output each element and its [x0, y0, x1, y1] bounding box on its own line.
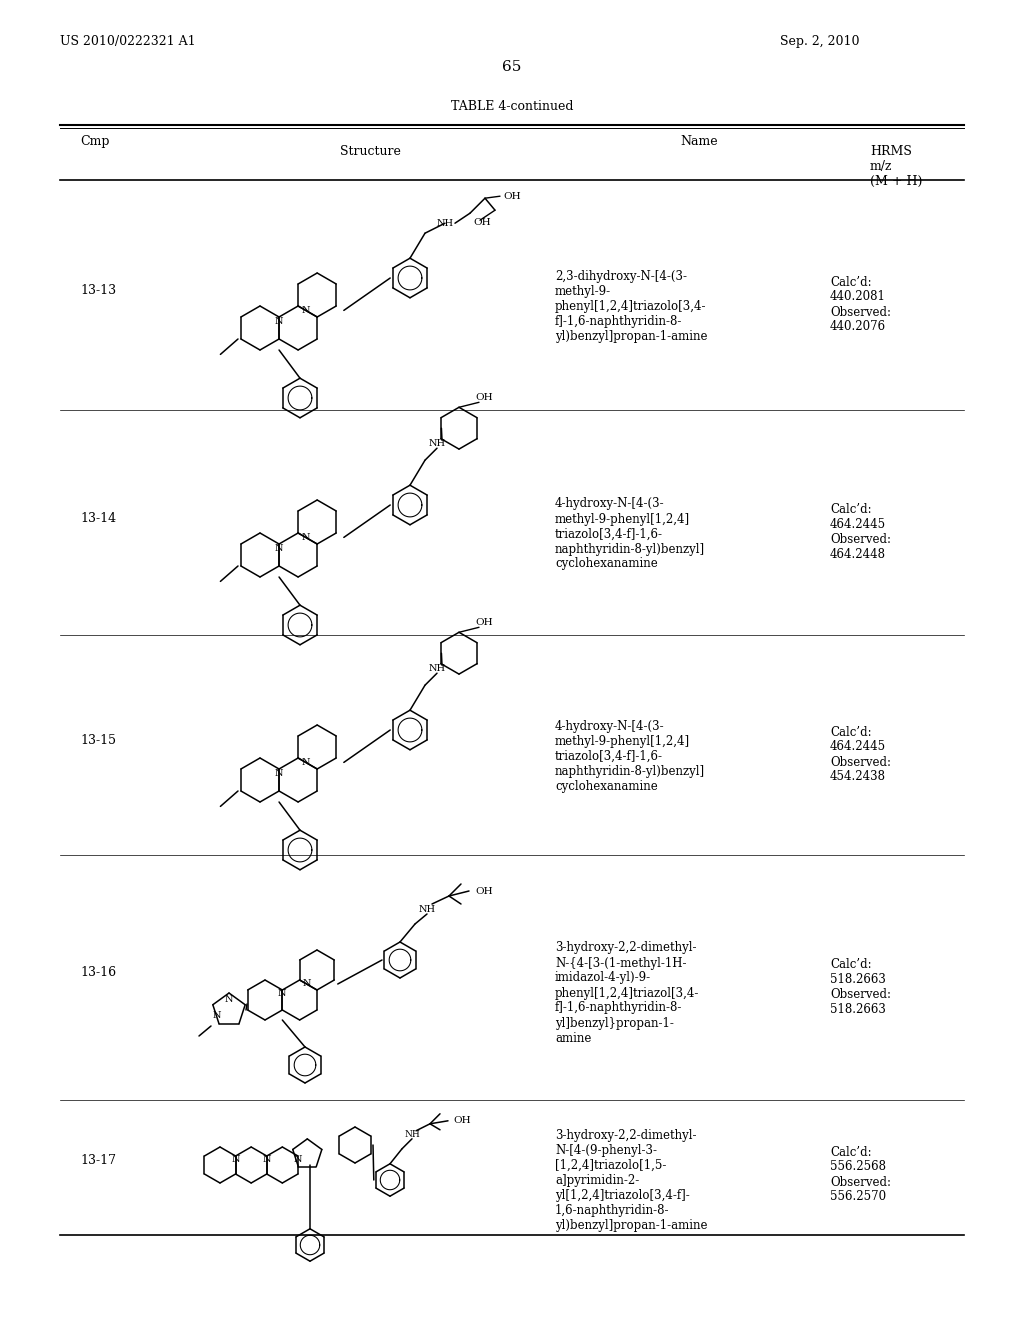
Text: 2,3-dihydroxy-N-[4-(3-
methyl-9-
phenyl[1,2,4]triazolo[3,4-
f]-1,6-naphthyridin-: 2,3-dihydroxy-N-[4-(3- methyl-9- phenyl[… [555, 271, 708, 343]
Text: N: N [213, 1011, 221, 1020]
Text: N: N [294, 1155, 302, 1164]
Text: N: N [274, 317, 284, 326]
Text: 3-hydroxy-2,2-dimethyl-
N-{4-[3-(1-methyl-1H-
imidazol-4-yl)-9-
phenyl[1,2,4]tri: 3-hydroxy-2,2-dimethyl- N-{4-[3-(1-methy… [555, 941, 699, 1044]
Text: N: N [274, 544, 284, 553]
Text: 65: 65 [503, 59, 521, 74]
Text: Calc’d:
440.2081
Observed:
440.2076: Calc’d: 440.2081 Observed: 440.2076 [830, 276, 891, 334]
Text: US 2010/0222321 A1: US 2010/0222321 A1 [60, 36, 196, 48]
Text: 13-16: 13-16 [80, 966, 116, 979]
Text: NH: NH [428, 664, 445, 673]
Text: Calc’d:
464.2445
Observed:
454.2438: Calc’d: 464.2445 Observed: 454.2438 [830, 726, 891, 784]
Text: N: N [301, 306, 310, 315]
Text: Structure: Structure [340, 145, 400, 158]
Text: OH: OH [454, 1117, 471, 1125]
Text: Cmp: Cmp [80, 135, 110, 148]
Text: HRMS
m/z
(M + H): HRMS m/z (M + H) [870, 145, 923, 187]
Text: Name: Name [680, 135, 718, 148]
Text: N: N [224, 995, 233, 1005]
Text: 4-hydroxy-N-[4-(3-
methyl-9-phenyl[1,2,4]
triazolo[3,4-f]-1,6-
naphthyridin-8-yl: 4-hydroxy-N-[4-(3- methyl-9-phenyl[1,2,4… [555, 719, 706, 793]
Text: OH: OH [475, 393, 493, 403]
Text: N: N [302, 979, 311, 989]
Text: 13-13: 13-13 [80, 284, 116, 297]
Text: 13-14: 13-14 [80, 511, 116, 524]
Text: N: N [274, 768, 284, 777]
Text: 4-hydroxy-N-[4-(3-
methyl-9-phenyl[1,2,4]
triazolo[3,4-f]-1,6-
naphthyridin-8-yl: 4-hydroxy-N-[4-(3- methyl-9-phenyl[1,2,4… [555, 498, 706, 570]
Text: 13-15: 13-15 [80, 734, 116, 747]
Text: NH: NH [419, 904, 435, 913]
Text: N: N [301, 533, 310, 543]
Text: OH: OH [473, 218, 490, 227]
Text: N: N [301, 758, 310, 767]
Text: Calc’d:
464.2445
Observed:
464.2448: Calc’d: 464.2445 Observed: 464.2448 [830, 503, 891, 561]
Text: N: N [279, 990, 287, 998]
Text: OH: OH [503, 191, 520, 201]
Text: Sep. 2, 2010: Sep. 2, 2010 [780, 36, 859, 48]
Text: N: N [231, 1155, 240, 1164]
Text: 13-17: 13-17 [80, 1154, 116, 1167]
Text: OH: OH [475, 618, 493, 627]
Text: NH: NH [404, 1130, 420, 1139]
Text: Calc’d:
556.2568
Observed:
556.2570: Calc’d: 556.2568 Observed: 556.2570 [830, 1146, 891, 1204]
Text: OH: OH [475, 887, 493, 895]
Text: 3-hydroxy-2,2-dimethyl-
N-[4-(9-phenyl-3-
[1,2,4]triazolo[1,5-
a]pyrimidin-2-
yl: 3-hydroxy-2,2-dimethyl- N-[4-(9-phenyl-3… [555, 1129, 708, 1232]
Text: NH: NH [436, 219, 454, 227]
Text: TABLE 4-continued: TABLE 4-continued [451, 100, 573, 114]
Text: NH: NH [428, 438, 445, 447]
Text: N: N [262, 1155, 271, 1164]
Text: Calc’d:
518.2663
Observed:
518.2663: Calc’d: 518.2663 Observed: 518.2663 [830, 958, 891, 1016]
